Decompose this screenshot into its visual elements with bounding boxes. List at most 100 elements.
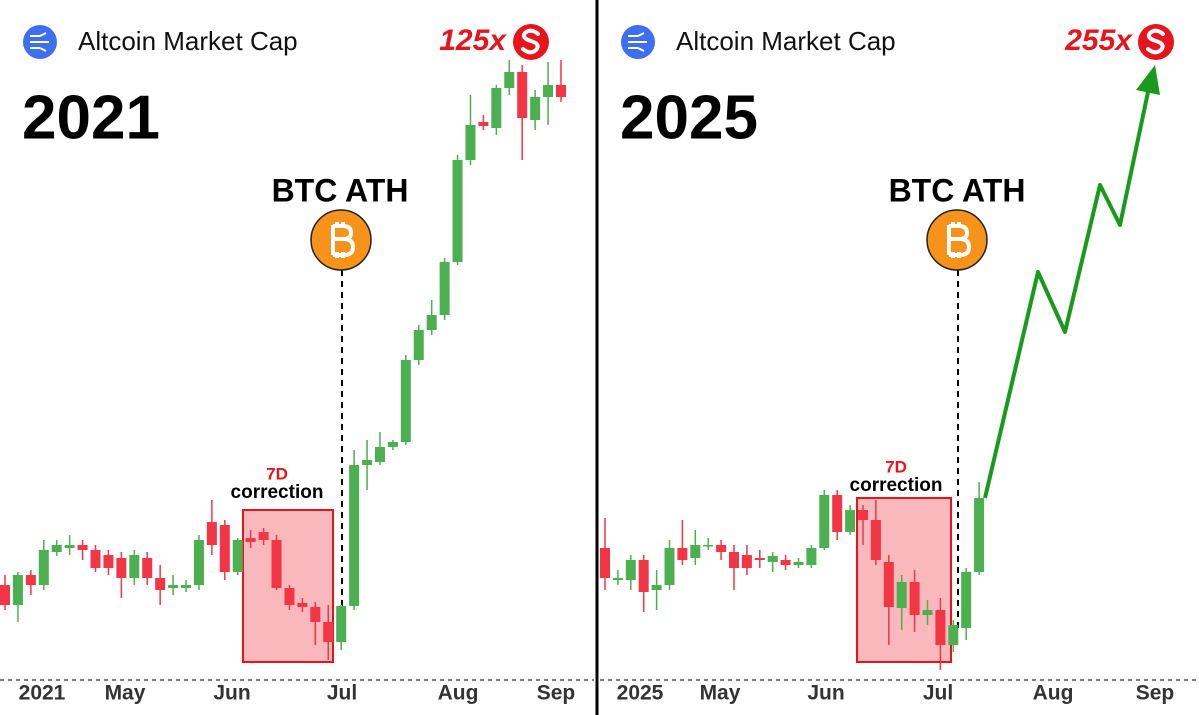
- candle-body: [716, 545, 727, 552]
- arrow-head: [1136, 65, 1160, 95]
- candle-body: [729, 552, 739, 568]
- bitcoin-icon: [310, 209, 372, 271]
- candle-body: [974, 498, 985, 572]
- candle-body: [349, 465, 360, 606]
- x-tick-label: Aug: [438, 682, 479, 705]
- candle-body: [452, 160, 463, 262]
- candle-body: [491, 88, 502, 128]
- candle-body: [625, 560, 636, 580]
- candle-body: [819, 495, 830, 548]
- candle-body: [0, 585, 10, 605]
- candle-body: [206, 522, 217, 545]
- candle-body: [690, 545, 701, 558]
- bitcoin-icon: [926, 209, 988, 271]
- s-badge: [513, 24, 549, 60]
- x-tick-label: Jun: [807, 682, 844, 705]
- candle-body: [600, 548, 610, 578]
- candle-body: [181, 585, 192, 588]
- candle-body: [780, 560, 791, 565]
- candle-body: [555, 85, 566, 97]
- candle-body: [896, 582, 907, 608]
- candle-body: [64, 545, 75, 548]
- box-label: 7D: [885, 457, 907, 476]
- candle-body: [922, 610, 933, 615]
- candle-body: [51, 545, 62, 552]
- candle-body: [103, 555, 114, 568]
- x-tick-label: 2021: [19, 682, 66, 705]
- candle-body: [870, 520, 881, 560]
- candle-body: [935, 610, 946, 645]
- chart-title: Altcoin Market Cap: [78, 26, 298, 56]
- candle-body: [374, 447, 385, 462]
- candle-body: [142, 558, 153, 578]
- candle-body: [90, 550, 101, 568]
- year-label: 2025: [620, 83, 758, 152]
- logo: [23, 25, 57, 59]
- multiplier: 255x: [1064, 24, 1133, 57]
- box-label: correction: [231, 482, 324, 503]
- annotation: BTC ATH: [272, 172, 409, 208]
- candle-body: [741, 555, 752, 568]
- box-label: 7D: [266, 464, 288, 483]
- candle-body: [77, 545, 88, 550]
- candle-body: [677, 548, 688, 560]
- multiplier: 125x: [439, 24, 507, 57]
- x-tick-label: Sep: [537, 682, 576, 705]
- candle-body: [883, 562, 894, 607]
- candle-body: [504, 72, 515, 88]
- candle-body: [439, 262, 450, 315]
- candle-body: [362, 460, 373, 465]
- candle-body: [297, 603, 308, 607]
- x-tick-label: Sep: [1136, 682, 1175, 705]
- projection-arrow: [983, 91, 1150, 499]
- s-badge: [1138, 24, 1174, 60]
- x-tick-label: Jul: [923, 682, 953, 705]
- candle-body: [517, 72, 528, 118]
- candle-body: [193, 540, 204, 585]
- x-tick-label: May: [700, 682, 741, 705]
- x-tick-label: Aug: [1033, 682, 1074, 705]
- correction-box: [242, 509, 334, 663]
- x-tick-label: Jun: [213, 682, 250, 705]
- candle-body: [793, 562, 804, 565]
- box-label: correction: [850, 475, 943, 496]
- candle-body: [426, 315, 437, 330]
- candle-body: [832, 495, 843, 532]
- candle-body: [310, 607, 321, 622]
- candle-body: [232, 540, 243, 572]
- logo: [621, 25, 655, 59]
- candle-body: [284, 588, 295, 605]
- candle-body: [219, 525, 230, 572]
- candle-body: [25, 575, 36, 585]
- candle-body: [909, 582, 920, 615]
- x-tick-label: May: [105, 682, 146, 705]
- candle-body: [664, 548, 675, 585]
- candle-body: [651, 585, 662, 590]
- candle-body: [465, 125, 476, 160]
- candle-body: [38, 550, 49, 585]
- candle-body: [612, 578, 623, 580]
- year-label: 2021: [22, 83, 160, 152]
- x-tick-label: 2025: [617, 682, 664, 705]
- candle-body: [638, 560, 649, 592]
- candle-body: [845, 510, 856, 532]
- candle-body: [703, 545, 714, 547]
- chart-title: Altcoin Market Cap: [676, 26, 896, 56]
- candle-body: [271, 540, 282, 588]
- x-tick-label: Jul: [327, 682, 357, 705]
- candle-body: [961, 572, 972, 628]
- candle-body: [258, 532, 269, 540]
- candle-body: [478, 122, 489, 126]
- annotation: BTC ATH: [889, 172, 1026, 208]
- candle-body: [754, 558, 765, 560]
- candle-body: [806, 548, 817, 565]
- candle-body: [323, 622, 334, 642]
- candle-body: [767, 556, 778, 562]
- candle-body: [336, 606, 347, 642]
- candle-body: [948, 625, 959, 645]
- candle-body: [530, 97, 541, 120]
- candle-body: [413, 330, 424, 360]
- candle-body: [168, 585, 179, 588]
